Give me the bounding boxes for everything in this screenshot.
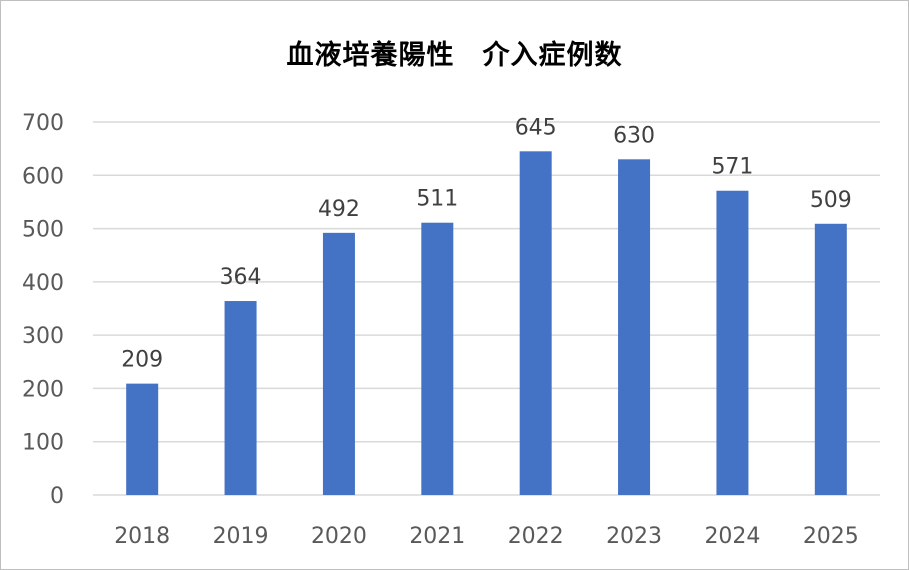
data-label: 630 bbox=[613, 123, 655, 148]
y-tick-label: 500 bbox=[22, 218, 64, 243]
x-tick-label: 2019 bbox=[213, 524, 269, 549]
x-tick-label: 2020 bbox=[311, 524, 367, 549]
y-tick-label: 600 bbox=[22, 164, 64, 189]
x-tick-label: 2018 bbox=[114, 524, 170, 549]
x-tick-label: 2024 bbox=[704, 524, 760, 549]
bar bbox=[519, 151, 552, 496]
x-axis-ticks: 2018 2019 2020 2021 2022 2023 2024 2025 bbox=[114, 524, 859, 549]
bar bbox=[814, 223, 847, 496]
bar bbox=[716, 190, 749, 495]
data-labels: 209 364 492 511 645 630 571 509 bbox=[121, 115, 852, 372]
bar bbox=[421, 222, 454, 495]
bar bbox=[618, 159, 651, 496]
data-label: 364 bbox=[220, 265, 262, 290]
y-tick-label: 700 bbox=[22, 111, 64, 136]
bar bbox=[322, 232, 355, 495]
data-label: 509 bbox=[810, 188, 852, 213]
y-tick-label: 0 bbox=[50, 484, 64, 509]
y-tick-label: 200 bbox=[22, 377, 64, 402]
gridlines bbox=[93, 121, 880, 496]
x-tick-label: 2023 bbox=[606, 524, 662, 549]
bar bbox=[224, 301, 257, 495]
y-tick-label: 400 bbox=[22, 271, 64, 296]
bars bbox=[126, 151, 847, 496]
data-label: 571 bbox=[711, 155, 753, 180]
x-tick-label: 2021 bbox=[409, 524, 465, 549]
x-tick-label: 2022 bbox=[508, 524, 564, 549]
data-label: 209 bbox=[121, 348, 163, 373]
data-label: 511 bbox=[416, 187, 458, 212]
data-label: 645 bbox=[515, 115, 557, 140]
chart-title: 血液培養陽性 介入症例数 bbox=[286, 40, 623, 71]
x-tick-label: 2025 bbox=[803, 524, 859, 549]
data-label: 492 bbox=[318, 197, 360, 222]
y-axis-ticks: 0 100 200 300 400 500 600 700 bbox=[22, 111, 64, 509]
y-tick-label: 300 bbox=[22, 324, 64, 349]
bar bbox=[126, 383, 159, 495]
y-tick-label: 100 bbox=[22, 431, 64, 456]
